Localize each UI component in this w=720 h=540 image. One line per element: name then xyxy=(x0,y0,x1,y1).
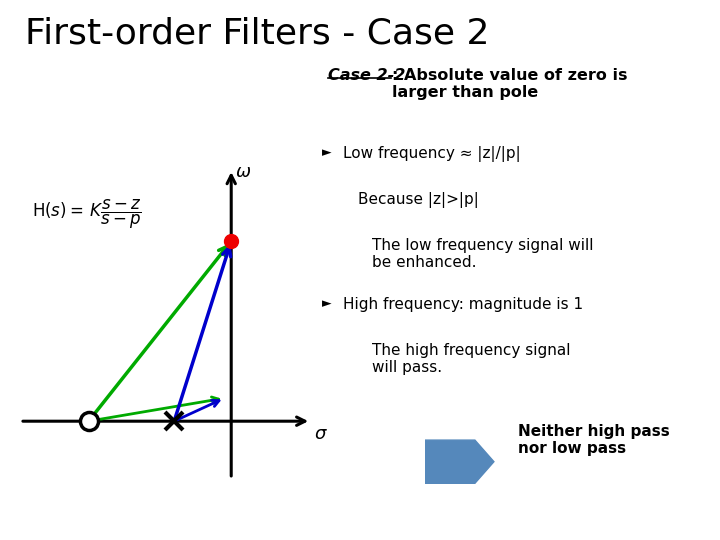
Text: The low frequency signal will
be enhanced.: The low frequency signal will be enhance… xyxy=(372,238,594,270)
Text: $\omega$: $\omega$ xyxy=(235,164,251,181)
Text: : Absolute value of zero is
larger than pole: : Absolute value of zero is larger than … xyxy=(392,68,628,100)
FancyArrow shape xyxy=(425,440,494,483)
Text: $\sigma$: $\sigma$ xyxy=(314,425,328,443)
Text: $\mathrm{H}(s){=}\,K\dfrac{s-z}{s-p}$: $\mathrm{H}(s){=}\,K\dfrac{s-z}{s-p}$ xyxy=(32,198,141,231)
Text: The high frequency signal
will pass.: The high frequency signal will pass. xyxy=(372,343,571,375)
Text: First-order Filters - Case 2: First-order Filters - Case 2 xyxy=(25,16,490,50)
Text: Low frequency ≈ |z|/|p|: Low frequency ≈ |z|/|p| xyxy=(343,146,521,162)
Text: Neither high pass
nor low pass: Neither high pass nor low pass xyxy=(518,424,670,456)
Text: Because |z|>|p|: Because |z|>|p| xyxy=(358,192,479,208)
Text: Case 2-2: Case 2-2 xyxy=(328,68,405,83)
Text: High frequency: magnitude is 1: High frequency: magnitude is 1 xyxy=(343,297,584,312)
Text: ►: ► xyxy=(322,146,331,159)
Text: ►: ► xyxy=(322,297,331,310)
